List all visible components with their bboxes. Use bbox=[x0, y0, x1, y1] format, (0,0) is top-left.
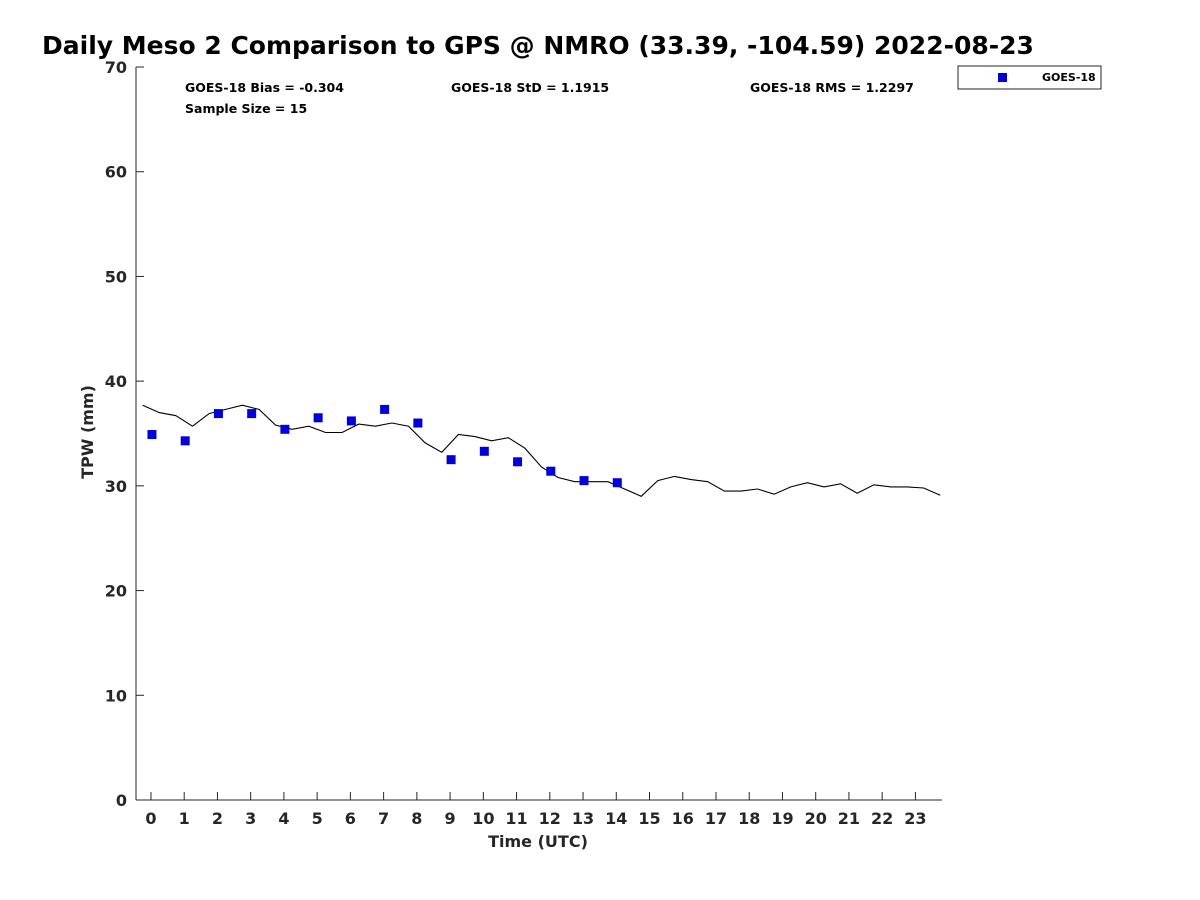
y-tick-label: 60 bbox=[105, 163, 127, 182]
y-tick-label: 50 bbox=[105, 267, 127, 286]
goes-18-point bbox=[180, 436, 190, 446]
std-stat: GOES-18 StD = 1.1915 bbox=[451, 80, 609, 95]
x-tick-label: 3 bbox=[245, 809, 256, 828]
goes-18-point bbox=[579, 476, 589, 486]
goes-18-point bbox=[380, 404, 390, 414]
goes-18-point bbox=[213, 409, 223, 419]
goes-18-point bbox=[479, 446, 489, 456]
x-tick-label: 0 bbox=[145, 809, 156, 828]
bias-stat: GOES-18 Bias = -0.304 bbox=[185, 80, 344, 95]
x-tick-label: 11 bbox=[505, 809, 527, 828]
x-tick-label: 10 bbox=[472, 809, 494, 828]
goes-18-point bbox=[546, 466, 556, 476]
x-tick-label: 20 bbox=[805, 809, 827, 828]
x-tick-label: 19 bbox=[771, 809, 793, 828]
y-axis-label: TPW (mm) bbox=[78, 385, 97, 479]
x-tick-label: 21 bbox=[838, 809, 860, 828]
x-tick-label: 23 bbox=[904, 809, 926, 828]
goes-18-point bbox=[147, 430, 157, 440]
gps-line bbox=[142, 404, 941, 497]
goes-18-point bbox=[313, 413, 323, 423]
y-tick-label: 70 bbox=[105, 58, 127, 77]
x-tick-label: 1 bbox=[179, 809, 190, 828]
y-tick-label: 30 bbox=[105, 477, 127, 496]
x-tick-label: 16 bbox=[672, 809, 694, 828]
y-axis-ticks: 0 10 20 30 40 50 60 70 bbox=[105, 58, 144, 810]
x-tick-label: 17 bbox=[705, 809, 727, 828]
x-tick-label: 4 bbox=[278, 809, 289, 828]
x-tick-label: 8 bbox=[411, 809, 422, 828]
legend-box bbox=[957, 65, 1102, 90]
legend: GOES-18 bbox=[957, 65, 1102, 90]
legend-label-goes-18: GOES-18 bbox=[1042, 71, 1096, 84]
y-tick-label: 20 bbox=[105, 582, 127, 601]
goes-18-point bbox=[413, 418, 423, 428]
goes-18-point bbox=[513, 457, 523, 467]
y-tick-label: 40 bbox=[105, 372, 127, 391]
goes-18-point bbox=[346, 416, 356, 426]
x-tick-label: 22 bbox=[871, 809, 893, 828]
x-tick-label: 5 bbox=[312, 809, 323, 828]
y-tick-label: 10 bbox=[105, 686, 127, 705]
goes-18-point bbox=[446, 455, 456, 465]
sample-size-stat: Sample Size = 15 bbox=[185, 101, 307, 116]
x-tick-label: 2 bbox=[212, 809, 223, 828]
x-axis-label: Time (UTC) bbox=[488, 832, 588, 851]
goes-18-point bbox=[612, 478, 622, 488]
goes-18-point bbox=[280, 424, 290, 434]
plot-background bbox=[136, 67, 942, 800]
y-tick-label: 0 bbox=[116, 791, 127, 810]
goes-18-point bbox=[247, 409, 257, 419]
x-axis-ticks: 0 1 2 3 4 5 6 7 8 9 10 11 12 13 14 15 16 17 18 19 20 21 22 23 bbox=[145, 792, 927, 828]
x-tick-label: 15 bbox=[638, 809, 660, 828]
x-tick-label: 14 bbox=[605, 809, 627, 828]
chart-title: Daily Meso 2 Comparison to GPS @ NMRO (3… bbox=[42, 31, 1034, 60]
x-tick-label: 9 bbox=[445, 809, 456, 828]
legend-marker bbox=[998, 73, 1007, 82]
x-tick-label: 12 bbox=[539, 809, 561, 828]
x-tick-label: 13 bbox=[572, 809, 594, 828]
x-tick-label: 6 bbox=[345, 809, 356, 828]
rms-stat: GOES-18 RMS = 1.2297 bbox=[750, 80, 914, 95]
x-tick-label: 18 bbox=[738, 809, 760, 828]
series-layer bbox=[142, 404, 941, 497]
x-tick-label: 7 bbox=[378, 809, 389, 828]
